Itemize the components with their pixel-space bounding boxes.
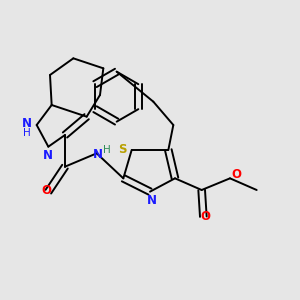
Text: O: O	[231, 169, 241, 182]
Text: H: H	[103, 145, 111, 155]
Text: H: H	[23, 128, 31, 138]
Text: N: N	[93, 148, 103, 161]
Text: N: N	[147, 194, 157, 208]
Text: N: N	[22, 117, 32, 130]
Text: S: S	[118, 143, 127, 157]
Text: N: N	[43, 149, 53, 163]
Text: O: O	[200, 210, 210, 223]
Text: O: O	[42, 184, 52, 196]
